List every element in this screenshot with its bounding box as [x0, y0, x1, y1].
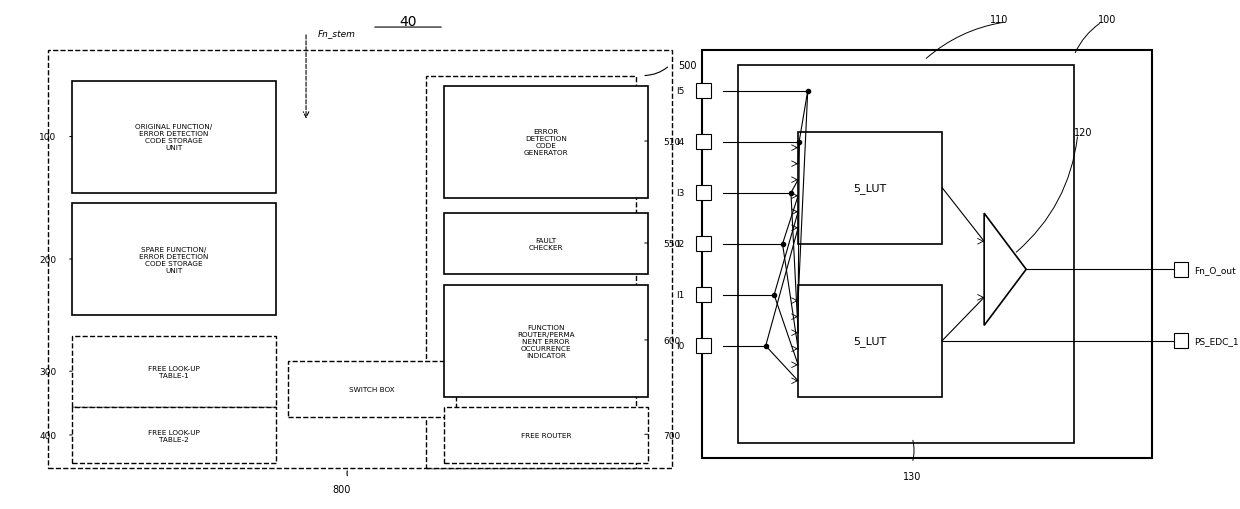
- Bar: [444, 407, 649, 463]
- Text: 600: 600: [663, 336, 681, 346]
- Bar: [72, 407, 277, 463]
- Text: Fn_stem: Fn_stem: [317, 29, 356, 38]
- Text: 120: 120: [1074, 127, 1092, 137]
- Text: FREE LOOK-UP
TABLE-1: FREE LOOK-UP TABLE-1: [148, 365, 200, 378]
- Text: I2: I2: [676, 240, 684, 249]
- Text: I1: I1: [676, 291, 684, 300]
- Bar: [702, 51, 1152, 458]
- Bar: [444, 285, 649, 397]
- Bar: [696, 288, 711, 303]
- Bar: [1174, 262, 1188, 277]
- Text: 510: 510: [663, 138, 681, 147]
- Bar: [72, 81, 277, 193]
- Bar: [799, 132, 942, 244]
- Text: SWITCH BOX: SWITCH BOX: [350, 386, 394, 392]
- Text: I3: I3: [676, 189, 684, 198]
- Text: I0: I0: [676, 342, 684, 351]
- Text: I4: I4: [676, 138, 684, 147]
- Text: FUNCTION
ROUTER/PERMA
NENT ERROR
OCCURRENCE
INDICATOR: FUNCTION ROUTER/PERMA NENT ERROR OCCURRE…: [517, 324, 575, 358]
- Text: FREE LOOK-UP
TABLE-2: FREE LOOK-UP TABLE-2: [148, 429, 200, 442]
- Text: FREE ROUTER: FREE ROUTER: [521, 432, 572, 438]
- Bar: [48, 51, 672, 468]
- Text: 5_LUT: 5_LUT: [853, 335, 887, 347]
- Text: FAULT
CHECKER: FAULT CHECKER: [528, 238, 563, 251]
- Text: 130: 130: [903, 471, 921, 481]
- Text: 300: 300: [40, 367, 57, 376]
- Text: 400: 400: [40, 431, 57, 440]
- Text: ORIGINAL FUNCTION/
ERROR DETECTION
CODE STORAGE
UNIT: ORIGINAL FUNCTION/ ERROR DETECTION CODE …: [135, 124, 212, 151]
- Polygon shape: [985, 214, 1027, 326]
- Text: 700: 700: [663, 431, 681, 440]
- Bar: [696, 84, 711, 99]
- Bar: [696, 186, 711, 201]
- Text: 5_LUT: 5_LUT: [853, 183, 887, 194]
- Text: I5: I5: [676, 87, 684, 96]
- Text: 500: 500: [678, 61, 697, 71]
- Text: 40: 40: [399, 15, 417, 29]
- Bar: [288, 361, 456, 417]
- Bar: [1174, 333, 1188, 349]
- Text: ERROR
DETECTION
CODE
GENERATOR: ERROR DETECTION CODE GENERATOR: [523, 129, 568, 156]
- Bar: [696, 237, 711, 252]
- Text: 200: 200: [40, 255, 57, 264]
- Bar: [696, 338, 711, 354]
- Text: 100: 100: [1099, 15, 1116, 25]
- Bar: [72, 336, 277, 407]
- Bar: [444, 214, 649, 275]
- Text: PS_EDC_1: PS_EDC_1: [1194, 336, 1239, 346]
- Text: 110: 110: [991, 15, 1008, 25]
- Text: 800: 800: [332, 484, 351, 494]
- Bar: [799, 285, 942, 397]
- Bar: [427, 76, 636, 468]
- Text: Fn_O_out: Fn_O_out: [1194, 265, 1236, 274]
- Text: SPARE FUNCTION/
ERROR DETECTION
CODE STORAGE
UNIT: SPARE FUNCTION/ ERROR DETECTION CODE STO…: [139, 246, 208, 273]
- Bar: [738, 66, 1074, 443]
- Bar: [72, 204, 277, 316]
- Bar: [444, 87, 649, 199]
- Text: 100: 100: [40, 133, 57, 142]
- Text: 550: 550: [663, 240, 681, 249]
- Bar: [696, 135, 711, 150]
